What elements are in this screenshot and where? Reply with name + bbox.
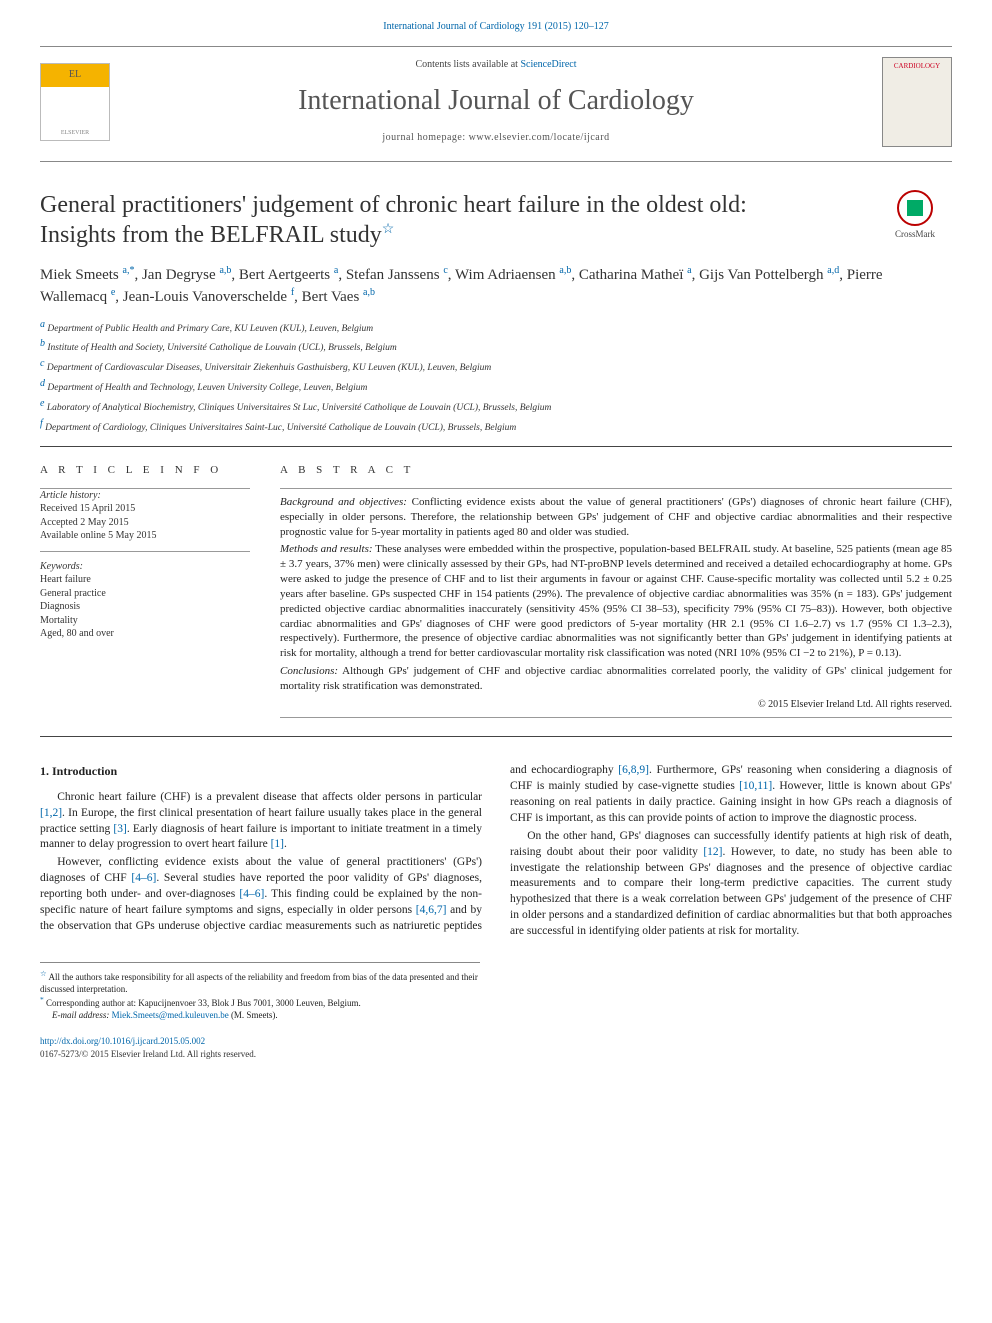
keywords-block: Keywords: Heart failure General practice…: [40, 560, 250, 649]
affiliations: a Department of Public Health and Primar…: [40, 318, 952, 437]
author: , Stefan Janssens: [338, 267, 443, 283]
t: . However, to date, no study has been ab…: [510, 846, 952, 937]
citation-line: International Journal of Cardiology 191 …: [40, 20, 952, 34]
email-link[interactable]: Miek.Smeets@med.kuleuven.be: [112, 1010, 229, 1020]
author-aff[interactable]: a,d: [827, 265, 839, 276]
journal-cover-logo: CARDIOLOGY: [882, 57, 952, 147]
author: , Bert Aertgeerts: [231, 267, 333, 283]
abstract-body: Background and objectives: Conflicting e…: [280, 489, 952, 711]
article-history: Article history: Received 15 April 2015 …: [40, 489, 250, 552]
para: On the other hand, GPs' diagnoses can su…: [510, 829, 952, 940]
header-center: Contents lists available at ScienceDirec…: [110, 58, 882, 145]
contents-available: Contents lists available at ScienceDirec…: [110, 58, 882, 72]
abstract: A B S T R A C T Background and objective…: [280, 455, 952, 718]
article-info-heading: A R T I C L E I N F O: [40, 463, 250, 478]
aff-text: Institute of Health and Society, Univers…: [45, 344, 397, 354]
bottom-bar: http://dx.doi.org/10.1016/j.ijcard.2015.…: [40, 1035, 952, 1059]
author: , Wim Adriaensen: [448, 267, 560, 283]
author: , Bert Vaes: [294, 289, 363, 305]
footnotes: ☆ All the authors take responsibility fo…: [40, 962, 480, 1022]
crossmark-badge[interactable]: CrossMark: [878, 190, 952, 240]
sciencedirect-link[interactable]: ScienceDirect: [520, 59, 576, 70]
t: nature of heart failure symptoms and sig…: [79, 904, 415, 916]
author: , Jan Degryse: [134, 267, 219, 283]
keyword: Aged, 80 and over: [40, 627, 250, 641]
info-abstract-row: A R T I C L E I N F O Article history: R…: [40, 451, 952, 718]
article-info: A R T I C L E I N F O Article history: R…: [40, 455, 250, 718]
aff-text: Laboratory of Analytical Biochemistry, C…: [44, 403, 551, 413]
rule: [40, 736, 952, 737]
ref-link[interactable]: [1,2]: [40, 807, 62, 819]
footnote-text: Corresponding author at: Kapucijnenvoer …: [44, 998, 361, 1008]
crossmark-icon: [897, 190, 933, 226]
author: , Catharina Matheï: [571, 267, 687, 283]
footnote-mark: ☆: [40, 969, 47, 978]
journal-name: International Journal of Cardiology: [110, 82, 882, 120]
t: .: [284, 838, 287, 850]
author: , Gijs Van Pottelbergh: [692, 267, 828, 283]
ref-link[interactable]: [4,6,7]: [416, 904, 447, 916]
received: Received 15 April 2015: [40, 502, 250, 516]
author-aff[interactable]: a,b: [363, 287, 375, 298]
main-text: 1. Introduction Chronic heart failure (C…: [40, 763, 952, 939]
aff-text: Department of Cardiology, Cliniques Univ…: [43, 423, 516, 433]
t: Chronic heart failure (CHF) is a prevale…: [57, 791, 482, 803]
ref-link[interactable]: [12]: [703, 846, 722, 858]
author: , Jean-Louis Vanoverschelde: [115, 289, 291, 305]
keyword: Heart failure: [40, 573, 250, 587]
abstract-copyright: © 2015 Elsevier Ireland Ltd. All rights …: [280, 698, 952, 712]
author: Miek Smeets: [40, 267, 123, 283]
abs-mr-text: These analyses were embedded within the …: [280, 543, 952, 659]
rule: [40, 446, 952, 447]
homepage-prefix: journal homepage:: [382, 132, 468, 143]
abs-mr-label: Methods and results:: [280, 543, 373, 555]
title-text: General practitioners' judgement of chro…: [40, 192, 747, 248]
aff-text: Department of Cardiovascular Diseases, U…: [44, 364, 491, 374]
accepted: Accepted 2 May 2015: [40, 516, 250, 530]
para: Chronic heart failure (CHF) is a prevale…: [40, 790, 482, 853]
journal-header: ELSEVIER Contents lists available at Sci…: [40, 46, 952, 162]
doi-link[interactable]: http://dx.doi.org/10.1016/j.ijcard.2015.…: [40, 1036, 205, 1046]
aff-text: Department of Health and Technology, Leu…: [45, 383, 367, 393]
title-footnote-star[interactable]: ☆: [382, 222, 395, 237]
history-label: Article history:: [40, 489, 250, 503]
ref-link[interactable]: [6,8,9]: [618, 764, 649, 776]
abs-c-text: Although GPs' judgement of CHF and objec…: [280, 665, 952, 692]
author-aff[interactable]: a,b: [219, 265, 231, 276]
elsevier-logo: ELSEVIER: [40, 63, 110, 141]
article-title: General practitioners' judgement of chro…: [40, 190, 820, 250]
abs-c-label: Conclusions:: [280, 665, 338, 677]
contents-prefix: Contents lists available at: [415, 59, 520, 70]
ref-link[interactable]: [3]: [113, 823, 126, 835]
ref-link[interactable]: [4–6]: [131, 872, 156, 884]
crossmark-label: CrossMark: [895, 228, 935, 240]
keyword: Diagnosis: [40, 600, 250, 614]
ref-link[interactable]: [1]: [271, 838, 284, 850]
author-aff[interactable]: a,b: [559, 265, 571, 276]
email-who: (M. Smeets).: [229, 1010, 278, 1020]
keywords-label: Keywords:: [40, 560, 250, 574]
article-header: General practitioners' judgement of chro…: [40, 190, 952, 437]
intro-heading: 1. Introduction: [40, 763, 482, 780]
keyword: General practice: [40, 587, 250, 601]
ref-link[interactable]: [4–6]: [239, 888, 264, 900]
journal-homepage: journal homepage: www.elsevier.com/locat…: [110, 131, 882, 145]
abs-bg-label: Background and objectives:: [280, 496, 407, 508]
aff-text: Department of Public Health and Primary …: [45, 324, 373, 334]
ref-link[interactable]: [10,11]: [739, 780, 772, 792]
homepage-url[interactable]: www.elsevier.com/locate/ijcard: [469, 132, 610, 143]
available-online: Available online 5 May 2015: [40, 529, 250, 543]
footnote-text: All the authors take responsibility for …: [40, 972, 478, 994]
keyword: Mortality: [40, 614, 250, 628]
authors-list: Miek Smeets a,*, Jan Degryse a,b, Bert A…: [40, 264, 952, 308]
abstract-heading: A B S T R A C T: [280, 463, 952, 478]
rule: [280, 717, 952, 718]
issn-copyright: 0167-5273/© 2015 Elsevier Ireland Ltd. A…: [40, 1048, 952, 1060]
email-label: E-mail address:: [52, 1010, 112, 1020]
